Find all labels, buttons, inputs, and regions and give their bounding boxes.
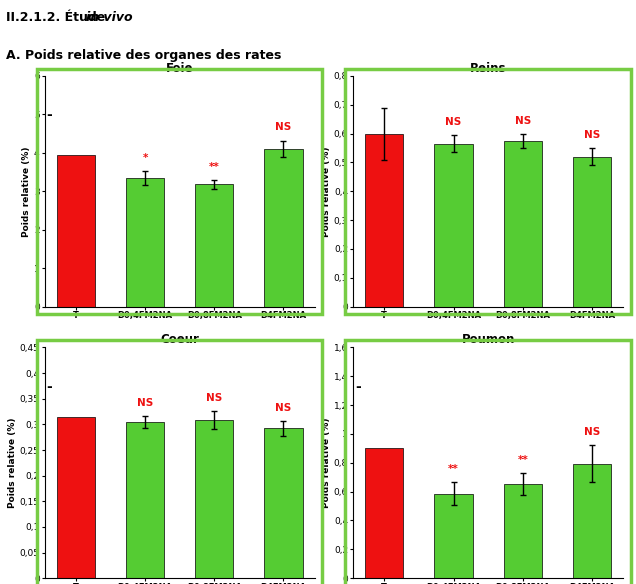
Text: **: ** xyxy=(209,162,219,172)
Text: NS: NS xyxy=(275,403,292,413)
Bar xyxy=(365,449,403,578)
Text: NS: NS xyxy=(275,123,292,133)
Text: -: - xyxy=(355,380,361,394)
Text: NS: NS xyxy=(137,398,153,408)
Bar xyxy=(57,155,95,307)
Title: Foie: Foie xyxy=(166,62,193,75)
Bar xyxy=(195,185,233,307)
Text: A. Poids relative des organes des rates: A. Poids relative des organes des rates xyxy=(6,49,282,62)
Bar xyxy=(504,141,542,307)
Bar xyxy=(434,494,473,578)
Y-axis label: Poids relative (%): Poids relative (%) xyxy=(8,418,17,508)
Bar xyxy=(365,134,403,307)
Text: NS: NS xyxy=(206,393,223,403)
Bar xyxy=(573,157,611,307)
Text: NS: NS xyxy=(584,427,600,437)
Text: NS: NS xyxy=(584,130,600,140)
Title: Coeur: Coeur xyxy=(160,333,199,346)
Text: in vivo: in vivo xyxy=(86,11,132,23)
Bar xyxy=(434,144,473,307)
Y-axis label: Poids relative (%): Poids relative (%) xyxy=(322,146,331,237)
Y-axis label: Poids relative (%): Poids relative (%) xyxy=(322,418,331,508)
Text: -: - xyxy=(46,380,52,394)
Y-axis label: Poids relative (%): Poids relative (%) xyxy=(22,146,31,237)
Text: -: - xyxy=(46,108,52,122)
Text: NS: NS xyxy=(445,117,462,127)
Bar xyxy=(265,429,303,578)
Bar xyxy=(504,484,542,578)
Title: Poumon: Poumon xyxy=(462,333,515,346)
Text: NS: NS xyxy=(515,116,531,126)
Bar xyxy=(126,422,164,578)
Bar xyxy=(57,417,95,578)
Bar xyxy=(195,420,233,578)
Bar xyxy=(265,149,303,307)
Text: **: ** xyxy=(448,464,459,474)
Bar xyxy=(126,178,164,307)
Text: II.2.1.2. Étude: II.2.1.2. Étude xyxy=(6,11,110,23)
Text: **: ** xyxy=(517,455,528,465)
Bar xyxy=(573,464,611,578)
Text: *: * xyxy=(142,153,148,163)
Title: Reins: Reins xyxy=(470,62,506,75)
